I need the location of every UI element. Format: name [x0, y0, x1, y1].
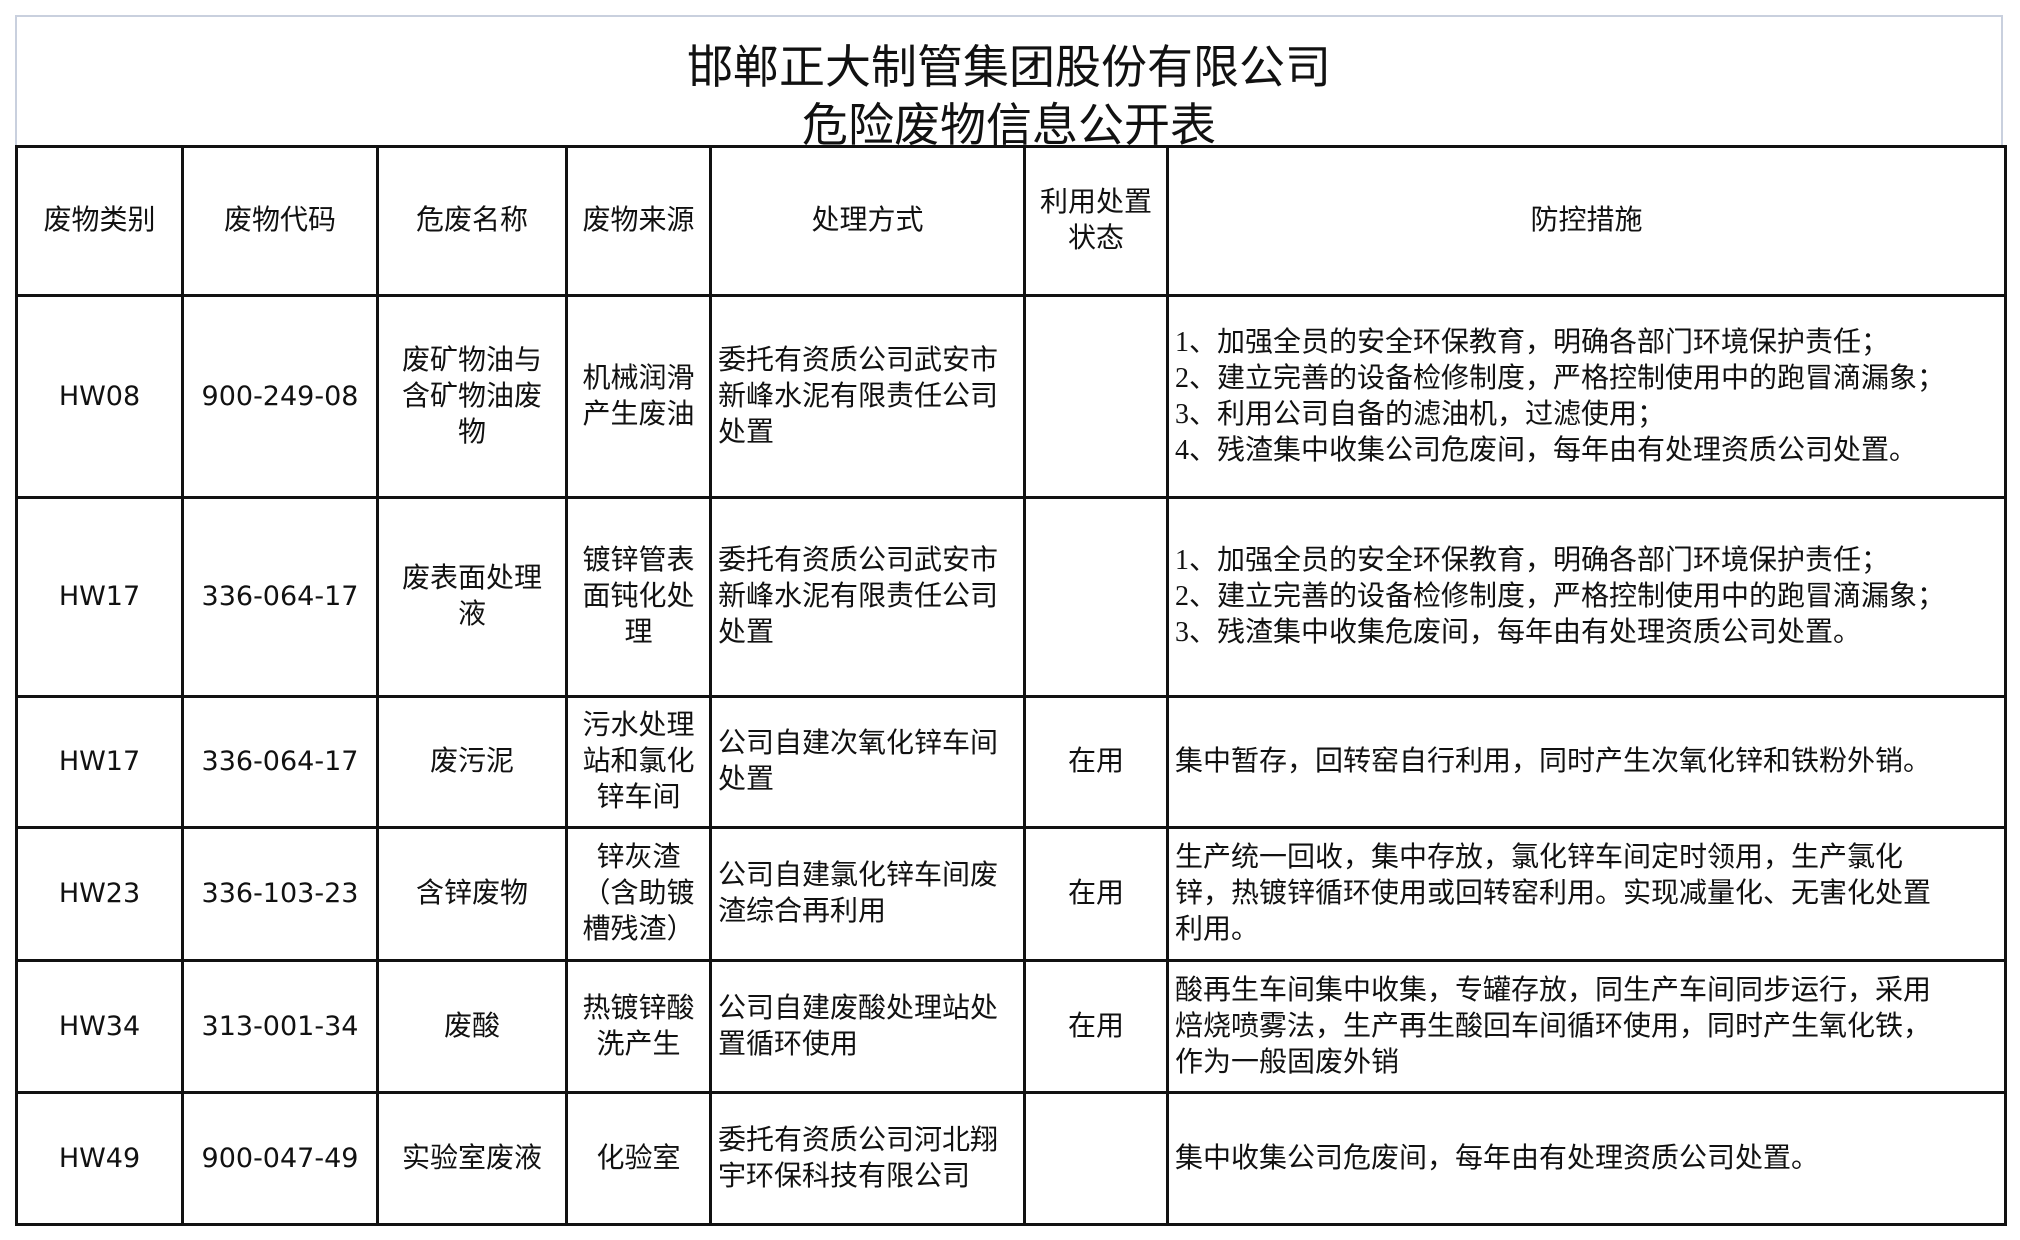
cell-name: 废污泥: [376, 695, 568, 829]
cell-method: 委托有资质公司武安市 新峰水泥有限责任公司 处置: [709, 294, 1026, 499]
cell-status: [1023, 294, 1169, 499]
cell-method: 委托有资质公司河北翔 宇环保科技有限公司: [709, 1091, 1026, 1226]
cell-measures: 酸再生车间集中收集，专罐存放，同生产车间同步运行，采用 焙烧喷雾法，生产再生酸回…: [1166, 959, 2007, 1094]
cell-name: 废表面处理 液: [376, 496, 568, 698]
cell-name: 实验室废液: [376, 1091, 568, 1226]
header-name: 危废名称: [376, 145, 568, 297]
cell-status: [1023, 1091, 1169, 1226]
cell-measures: 1、加强全员的安全环保教育，明确各部门环境保护责任； 2、建立完善的设备检修制度…: [1166, 294, 2007, 499]
cell-category: HW17: [15, 695, 184, 829]
cell-measures: 集中收集公司危废间，每年由有处理资质公司处置。: [1166, 1091, 2007, 1226]
header-method: 处理方式: [709, 145, 1026, 297]
cell-source: 机械润滑 产生废油: [565, 294, 712, 499]
table-row: HW17 336-064-17 废污泥 污水处理 站和氯化 锌车间 公司自建次氧化锌车间…: [15, 695, 2007, 829]
cell-source: 镀锌管表 面钝化处 理: [565, 496, 712, 698]
header-category: 废物类别: [15, 145, 184, 297]
table-row: HW08 900-249-08 废矿物油与 含矿物油废 物机械润滑 产生废油 委托有资…: [15, 294, 2007, 499]
cell-code: 313-001-34: [181, 959, 379, 1094]
header-status: 利用处置 状态: [1023, 145, 1169, 297]
table-row: HW17 336-064-17 废表面处理 液镀锌管表 面钝化处 理委托有资质公司武…: [15, 496, 2007, 698]
header-measures: 防控措施: [1166, 145, 2007, 297]
cell-source: 锌灰渣 （含助镀 槽残渣）: [565, 826, 712, 962]
table-name: 危险废物信息公开表: [802, 100, 1216, 151]
cell-category: HW49: [15, 1091, 184, 1226]
cell-source: 化验室: [565, 1091, 712, 1226]
cell-code: 900-249-08: [181, 294, 379, 499]
cell-name: 含锌废物: [376, 826, 568, 962]
cell-name: 废酸: [376, 959, 568, 1094]
company-name: 邯郸正大制管集团股份有限公司: [687, 42, 1331, 93]
cell-measures: 集中暂存，回转窑自行利用，同时产生次氧化锌和铁粉外销。: [1166, 695, 2007, 829]
cell-name: 废矿物油与 含矿物油废 物: [376, 294, 568, 499]
cell-code: 336-064-17: [181, 496, 379, 698]
cell-status: 在用: [1023, 826, 1169, 962]
table-title: 邯郸正大制管集团股份有限公司 危险废物信息公开表: [15, 15, 2003, 151]
table-row: HW23 336-103-23 含锌废物 锌灰渣 （含助镀 槽残渣） 公司自建氯化锌车间…: [15, 826, 2007, 962]
cell-category: HW34: [15, 959, 184, 1094]
cell-source: 热镀锌酸 洗产生: [565, 959, 712, 1094]
cell-measures: 1、加强全员的安全环保教育，明确各部门环境保护责任； 2、建立完善的设备检修制度…: [1166, 496, 2007, 698]
hazardous-waste-table: 废物类别 废物代码 危废名称 废物来源 处理方式 利用处置 状态 防控措施 HW…: [15, 145, 2007, 1226]
cell-status: [1023, 496, 1169, 698]
table-row: HW49 900-047-49 实验室废液 化验室 委托有资质公司河北翔 宇环保科技有限…: [15, 1091, 2007, 1226]
cell-method: 委托有资质公司武安市 新峰水泥有限责任公司 处置: [709, 496, 1026, 698]
cell-category: HW08: [15, 294, 184, 499]
cell-method: 公司自建次氧化锌车间 处置: [709, 695, 1026, 829]
cell-status: 在用: [1023, 695, 1169, 829]
cell-measures: 生产统一回收，集中存放，氯化锌车间定时领用，生产氯化 锌，热镀锌循环使用或回转窑…: [1166, 826, 2007, 962]
cell-code: 336-064-17: [181, 695, 379, 829]
table-row: HW34 313-001-34 废酸 热镀锌酸 洗产生 公司自建废酸处理站处 置循环使用…: [15, 959, 2007, 1094]
header-source: 废物来源: [565, 145, 712, 297]
cell-category: HW17: [15, 496, 184, 698]
cell-status: 在用: [1023, 959, 1169, 1094]
header-row: 废物类别 废物代码 危废名称 废物来源 处理方式 利用处置 状态 防控措施: [15, 145, 2007, 297]
cell-category: HW23: [15, 826, 184, 962]
cell-code: 336-103-23: [181, 826, 379, 962]
cell-code: 900-047-49: [181, 1091, 379, 1226]
header-code: 废物代码: [181, 145, 379, 297]
cell-method: 公司自建废酸处理站处 置循环使用: [709, 959, 1026, 1094]
cell-method: 公司自建氯化锌车间废 渣综合再利用: [709, 826, 1026, 962]
cell-source: 污水处理 站和氯化 锌车间: [565, 695, 712, 829]
